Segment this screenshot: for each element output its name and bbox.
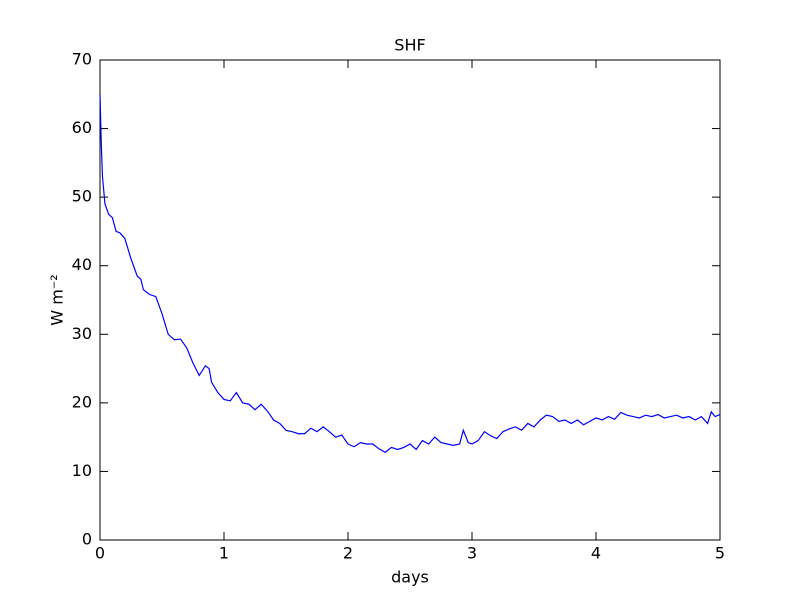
x-tick-label: 5 bbox=[715, 544, 725, 563]
x-tick-label: 0 bbox=[95, 544, 105, 563]
y-tick-label: 20 bbox=[72, 392, 92, 411]
x-tick-label: 4 bbox=[591, 544, 601, 563]
y-axis-label: W m⁻² bbox=[48, 274, 67, 325]
y-tick-label: 40 bbox=[72, 255, 92, 274]
plot-frame bbox=[99, 59, 721, 541]
data-line bbox=[99, 94, 721, 453]
x-tick-label: 2 bbox=[343, 544, 353, 563]
y-tick-label: 60 bbox=[72, 118, 92, 137]
x-axis-label: days bbox=[391, 568, 429, 587]
y-tick-label: 70 bbox=[72, 50, 92, 69]
y-tick-label: 50 bbox=[72, 187, 92, 206]
y-tick-label: 10 bbox=[72, 461, 92, 480]
y-tick-label: 30 bbox=[72, 324, 92, 343]
chart-title: SHF bbox=[394, 36, 425, 55]
x-tick-label: 1 bbox=[219, 544, 229, 563]
x-tick-label: 3 bbox=[467, 544, 477, 563]
y-tick-label: 0 bbox=[82, 530, 92, 549]
